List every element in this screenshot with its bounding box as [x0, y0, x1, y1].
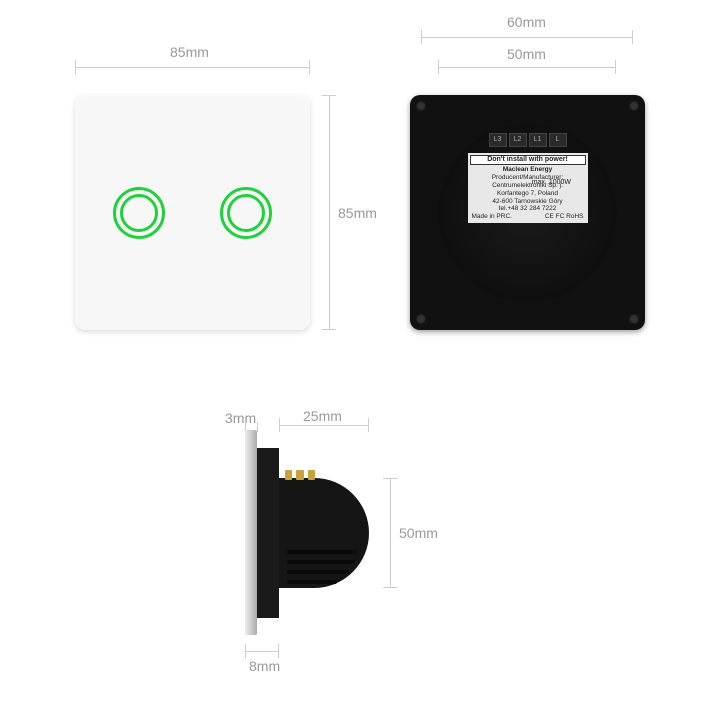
ridge: [287, 560, 355, 564]
terminal: L: [549, 133, 567, 147]
terminal-row: L3 L2 L1 L: [489, 133, 567, 147]
dim-cap: [632, 30, 633, 44]
back-outer-width-label: 60mm: [507, 14, 546, 30]
ridge: [287, 550, 357, 554]
dim-cap: [368, 418, 369, 432]
dim-line: [75, 67, 310, 68]
dim-line: [438, 67, 616, 68]
side-plate-thickness-label: 3mm: [225, 410, 256, 426]
dim-cap: [383, 587, 397, 588]
dim-line: [279, 425, 369, 426]
terminal: L2: [509, 133, 527, 147]
label-text: Korfantego 7, Poland: [470, 190, 586, 198]
gold-terminals-icon: [285, 470, 315, 480]
touch-button-2[interactable]: [220, 187, 272, 239]
side-view: 3mm 25mm 8mm 50mm: [215, 430, 495, 640]
brand-text: Maclean Energy: [470, 166, 586, 174]
side-back-plate: [257, 448, 279, 618]
screw-icon: [629, 101, 639, 111]
label-text: tel.+48 32 284 7222: [470, 205, 586, 213]
dim-cap: [278, 644, 279, 658]
front-width-label: 85mm: [170, 44, 209, 60]
product-label: Don't install with power! Maclean Energy…: [468, 153, 588, 223]
screw-icon: [629, 314, 639, 324]
dim-cap: [309, 60, 310, 74]
warning-text: Don't install with power!: [470, 155, 586, 165]
front-panel: [75, 95, 310, 330]
side-base-label: 8mm: [249, 658, 280, 674]
dim-cap: [257, 422, 258, 432]
front-height-label: 85mm: [338, 205, 377, 221]
side-depth-label: 25mm: [303, 408, 342, 424]
dim-cap: [322, 329, 336, 330]
cert-icons: CE FC RoHS: [545, 213, 584, 221]
ridge: [287, 570, 349, 574]
terminal: L1: [529, 133, 547, 147]
label-text: 42-600 Tarnowskie Góry: [470, 198, 586, 206]
touch-button-1[interactable]: [113, 187, 165, 239]
side-module-height-label: 50mm: [399, 525, 438, 541]
screw-icon: [416, 101, 426, 111]
dim-line: [245, 651, 279, 652]
made-in-text: Made in PRC.: [472, 213, 512, 221]
dim-line: [329, 95, 330, 330]
screw-icon: [416, 314, 426, 324]
terminal: L3: [489, 133, 507, 147]
ridge: [287, 580, 337, 584]
back-panel: L3 L2 L1 L Don't install with power! Mac…: [410, 95, 645, 330]
side-plate: [245, 430, 257, 635]
back-module: L3 L2 L1 L Don't install with power! Mac…: [438, 123, 617, 302]
back-inner-width-label: 50mm: [507, 46, 546, 62]
side-module: [279, 478, 369, 588]
max-power-text: max. 1000W: [532, 179, 571, 186]
dim-line: [421, 37, 633, 38]
dim-line: [390, 478, 391, 588]
dim-cap: [615, 60, 616, 74]
